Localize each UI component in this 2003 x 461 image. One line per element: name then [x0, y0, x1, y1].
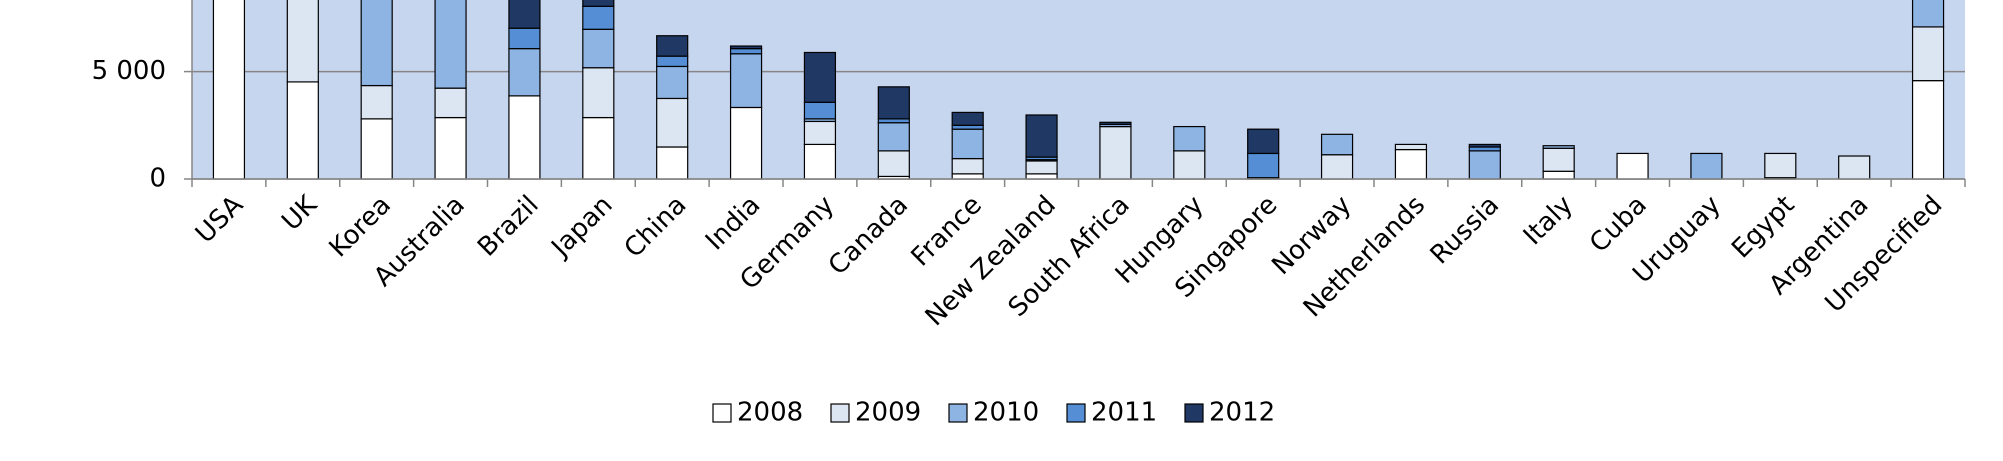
bar-segment — [286, 81, 319, 180]
bar-segment — [582, 116, 615, 180]
legend-swatch — [948, 403, 968, 423]
bar-segment — [1911, 26, 1945, 82]
legend-swatch — [830, 403, 850, 423]
bars — [212, 0, 1945, 180]
bar-segment — [1173, 125, 1206, 152]
bar-segment — [286, 0, 319, 83]
bar-segment — [656, 146, 689, 180]
bar-segment — [434, 0, 467, 89]
legend-swatch — [1184, 403, 1204, 423]
bar-segment — [582, 5, 615, 30]
legend-label: 2012 — [1209, 398, 1275, 428]
bar-segment — [803, 143, 837, 180]
bar-segment — [1542, 145, 1575, 149]
legend-label: 2009 — [855, 398, 921, 428]
bar-segment — [1468, 143, 1501, 148]
bar-segment — [803, 51, 837, 103]
bar-segment — [951, 157, 984, 175]
bar-segment — [656, 97, 689, 148]
bar-segment — [508, 0, 541, 29]
bar-segment — [729, 48, 763, 55]
bar-segment — [360, 118, 393, 180]
bar-segment — [656, 65, 689, 100]
bar-segment — [729, 106, 763, 180]
x-tick-label: Canada — [823, 190, 914, 281]
bar-segment — [656, 55, 689, 68]
bar-segment — [1025, 173, 1058, 180]
bar-segment — [1025, 114, 1058, 158]
bar-segment — [951, 173, 984, 180]
bar-segment — [1247, 128, 1280, 155]
x-tick-label: New Zealand — [920, 190, 1062, 332]
bar-segment — [1542, 170, 1575, 180]
bar-segment — [803, 101, 837, 120]
bar-segment — [360, 84, 393, 120]
bar-segment — [1690, 152, 1723, 180]
bar-segment — [877, 86, 910, 120]
bar-segment — [1394, 143, 1428, 151]
bar-segment — [1025, 160, 1058, 175]
bar-segment — [1320, 133, 1354, 156]
bar-segment — [1838, 155, 1871, 180]
bar-segment — [1320, 154, 1354, 180]
bar-segment — [582, 0, 615, 7]
bar-segment — [1173, 150, 1206, 180]
bar-segment — [729, 45, 763, 50]
legend-label: 2008 — [737, 398, 803, 428]
bar-segment — [656, 35, 689, 57]
bar-segment — [951, 111, 984, 126]
bar-segment — [1911, 80, 1945, 180]
x-tick-label: UK — [276, 189, 323, 236]
bar-segment — [582, 28, 615, 69]
bar-segment — [508, 27, 541, 50]
x-tick-label: Brazil — [472, 190, 545, 263]
bar-segment — [1099, 125, 1132, 180]
x-tick-label: Italy — [1518, 190, 1579, 251]
bar-segment — [212, 0, 246, 180]
x-tick-label: Japan — [545, 190, 619, 264]
y-tick-label: 5 000 — [92, 56, 166, 86]
legend-label: 2010 — [973, 398, 1039, 428]
bar-segment — [508, 48, 541, 97]
bar-segment — [1542, 147, 1575, 172]
legend-swatch — [1066, 403, 1086, 423]
bar-segment — [434, 87, 467, 119]
bar-segment — [877, 122, 910, 152]
bar-segment — [1911, 0, 1945, 28]
bar-segment — [582, 67, 615, 119]
plot-area — [192, 0, 1965, 179]
bar-segment — [1394, 148, 1428, 180]
x-tick-label: USA — [190, 190, 249, 249]
x-tick-label: India — [700, 190, 766, 256]
bar-segment — [729, 53, 763, 109]
bar-segment — [360, 0, 393, 87]
bar-segment — [1247, 152, 1280, 179]
x-tick-label: Russia — [1425, 190, 1505, 270]
legend-label: 2011 — [1091, 398, 1157, 428]
bar-segment — [803, 120, 837, 146]
bar-segment — [1468, 150, 1501, 180]
bar-segment — [508, 95, 541, 180]
bar-segment — [877, 150, 910, 178]
x-tick-label: China — [619, 190, 693, 264]
x-tick-label: Cuba — [1584, 190, 1653, 259]
bar-segment — [434, 116, 467, 180]
bar-segment — [1764, 152, 1797, 179]
bar-segment — [1616, 152, 1649, 180]
legend-swatch — [712, 403, 732, 423]
y-tick-label: 0 — [149, 164, 166, 194]
bar-segment — [951, 128, 984, 160]
bar-segment — [1099, 121, 1132, 126]
